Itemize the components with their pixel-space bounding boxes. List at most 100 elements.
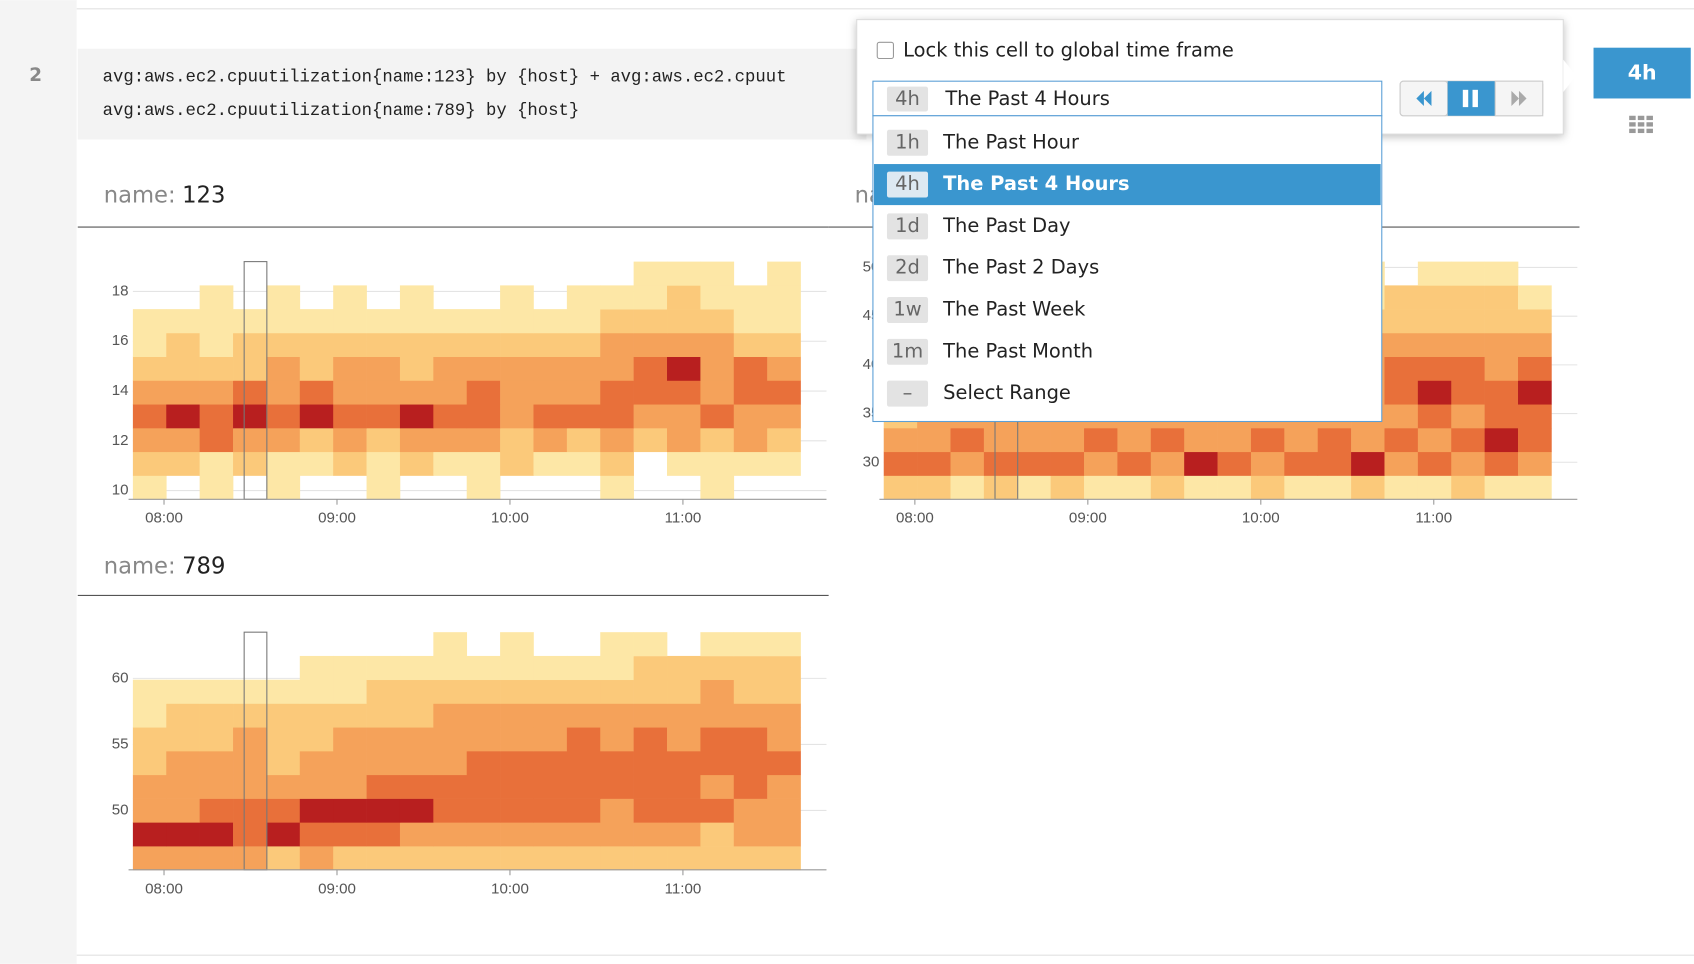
heat-cell <box>233 679 267 704</box>
heat-cell <box>667 727 701 752</box>
heat-cell <box>667 404 701 429</box>
heat-cell <box>566 655 601 681</box>
heat-cell <box>533 380 568 405</box>
heat-cell <box>233 798 267 823</box>
heat-cell <box>1484 380 1519 405</box>
heat-cell <box>667 380 701 405</box>
heat-cell <box>433 774 468 799</box>
heat-cell <box>333 798 367 823</box>
heat-cell <box>733 451 768 476</box>
heat-cell <box>533 751 568 776</box>
heat-cell <box>1384 262 1418 286</box>
option-code: 4h <box>895 172 920 195</box>
heat-cell <box>533 309 568 334</box>
pause-button[interactable] <box>1447 81 1496 116</box>
heat-cell <box>299 822 334 847</box>
heat-cell <box>917 427 951 453</box>
heat-cell <box>1417 380 1452 405</box>
heat-cell <box>566 309 601 334</box>
heat-cell <box>233 774 267 799</box>
heat-cell <box>1384 427 1419 453</box>
heat-cell <box>367 285 401 309</box>
option-tag <box>886 171 929 198</box>
heat-cell <box>466 679 501 704</box>
heat-cell <box>600 655 634 681</box>
heat-cell <box>667 655 701 681</box>
grid-icon[interactable] <box>1629 115 1653 134</box>
heat-cell <box>1417 261 1452 286</box>
heat-cell <box>233 356 267 381</box>
heat-cell <box>466 798 501 823</box>
heat-cell <box>1518 451 1552 476</box>
heat-cell <box>533 727 568 752</box>
x-tick-label: 10:00 <box>491 880 529 897</box>
heat-cell <box>233 846 267 871</box>
y-tick-label: 50 <box>112 801 129 818</box>
heat-cell <box>266 427 301 453</box>
heat-cell <box>1518 380 1552 405</box>
heat-cell <box>199 475 234 500</box>
heat-cell <box>266 475 301 500</box>
time-select[interactable] <box>872 80 1383 117</box>
heat-cell <box>466 774 501 799</box>
heat-cell <box>733 822 768 847</box>
heat-cell <box>566 404 601 429</box>
heat-cell <box>600 751 634 776</box>
heat-cell <box>1518 427 1552 453</box>
heat-cell <box>1117 451 1152 476</box>
code-tag <box>886 86 929 112</box>
heat-cell <box>633 356 668 381</box>
heat-cell <box>366 822 401 847</box>
heat-cell <box>199 380 234 405</box>
heat-cell <box>266 632 300 656</box>
option-tag <box>886 338 929 365</box>
heat-cell <box>233 656 267 680</box>
heat-cell <box>366 356 401 381</box>
heat-cell <box>600 309 634 334</box>
heat-cell <box>133 285 167 309</box>
heat-cell <box>266 751 301 776</box>
heat-cell <box>200 656 234 680</box>
heat-cell <box>266 727 301 752</box>
timeframe-button[interactable] <box>1593 47 1691 99</box>
heat-cell <box>633 332 668 358</box>
heat-cell <box>500 309 534 334</box>
heat-cell <box>1284 451 1319 476</box>
x-tick-label: 10:00 <box>491 510 529 527</box>
heat-cell <box>433 476 467 500</box>
x-tick-label: 08:00 <box>896 510 934 527</box>
heat-cell <box>466 703 501 728</box>
heat-cell <box>1518 262 1552 286</box>
heat-cell <box>199 751 234 776</box>
heat-cell <box>433 632 468 657</box>
query-box[interactable] <box>77 48 867 140</box>
heat-cell <box>667 427 701 453</box>
heat-cell <box>566 822 601 847</box>
heat-cell <box>1384 475 1419 500</box>
heat-cell <box>600 846 634 871</box>
heat-cell <box>667 632 701 656</box>
heat-cell <box>166 427 200 453</box>
heat-cell <box>1484 356 1519 381</box>
heat-cell <box>433 846 468 871</box>
heat-cell <box>767 774 801 799</box>
heat-cell <box>767 404 801 429</box>
heat-cell <box>266 285 301 310</box>
heat-cell <box>700 451 735 476</box>
lock-checkbox[interactable] <box>876 41 894 60</box>
heat-cell <box>1451 261 1485 286</box>
heat-cell <box>500 476 534 500</box>
heat-cell <box>500 285 534 310</box>
heat-cell <box>166 285 200 309</box>
heat-cell <box>600 451 634 476</box>
heat-cell <box>266 262 300 286</box>
heat-cell <box>1017 475 1051 500</box>
heat-cell <box>466 655 501 681</box>
heat-cell <box>700 427 735 453</box>
option-code: – <box>903 381 913 404</box>
heat-cell <box>733 380 768 405</box>
heat-cell <box>333 822 367 847</box>
heat-cell <box>1417 285 1452 310</box>
heat-cell <box>166 656 200 680</box>
